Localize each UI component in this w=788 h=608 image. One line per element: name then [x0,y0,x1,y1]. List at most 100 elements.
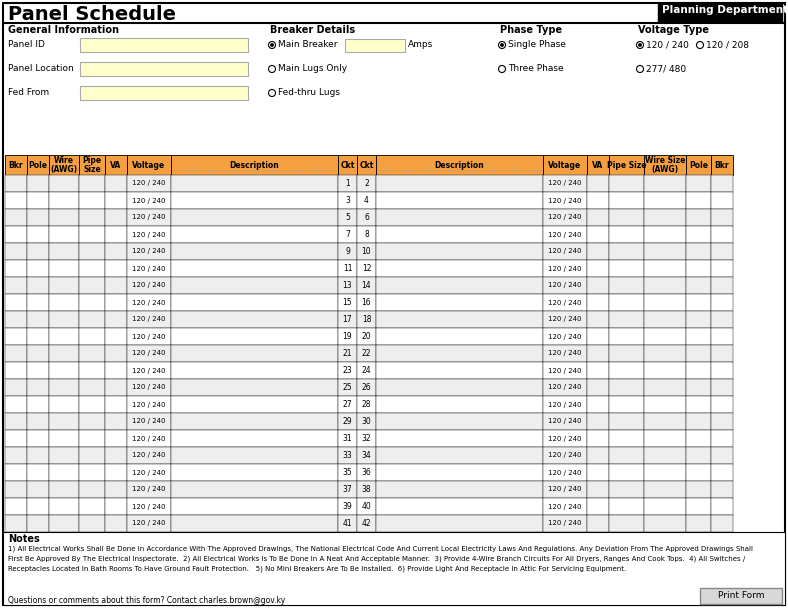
Text: 120 / 240: 120 / 240 [548,334,582,339]
Text: 37: 37 [343,485,352,494]
Bar [609,175,644,192]
Bar [171,413,338,430]
Text: 39: 39 [343,502,352,511]
Bar [644,345,686,362]
Bar [127,294,171,311]
Bar [587,155,609,175]
Bar [711,362,733,379]
Bar [686,226,711,243]
Bar [171,464,338,481]
Bar [686,396,711,413]
Bar [338,481,357,498]
Bar [105,464,127,481]
Bar [644,447,686,464]
Bar [79,447,105,464]
Text: 42: 42 [362,519,371,528]
Bar [376,243,543,260]
Bar [79,155,105,175]
Bar [543,498,587,515]
Text: Fed From: Fed From [8,88,49,97]
Bar [543,209,587,226]
Bar [171,209,338,226]
Bar [376,192,543,209]
Bar [338,430,357,447]
Text: 1) All Electrical Works Shall Be Done In Accordance With The Approved Drawings, : 1) All Electrical Works Shall Be Done In… [8,545,753,551]
Bar [105,277,127,294]
Bar [5,192,27,209]
Bar [171,155,338,175]
Bar [376,277,543,294]
Bar [711,430,733,447]
Bar [79,328,105,345]
Bar [5,155,27,175]
Bar [376,430,543,447]
Bar [5,328,27,345]
Bar [686,311,711,328]
Text: 120 / 240: 120 / 240 [132,283,165,289]
Text: 2: 2 [364,179,369,188]
Bar [127,277,171,294]
Bar [79,311,105,328]
Bar [105,447,127,464]
Bar [644,192,686,209]
Bar [644,362,686,379]
Bar [543,328,587,345]
Circle shape [638,43,641,47]
Bar [127,430,171,447]
Bar [5,345,27,362]
Text: VA: VA [110,161,121,170]
Bar [49,464,79,481]
Text: 33: 33 [343,451,352,460]
Bar [587,311,609,328]
Bar [609,294,644,311]
Bar [357,379,376,396]
Bar [5,430,27,447]
Text: General Information: General Information [8,25,119,35]
Bar [587,481,609,498]
Text: 120 / 240: 120 / 240 [548,520,582,527]
Bar [171,345,338,362]
Bar [171,498,338,515]
Bar [543,413,587,430]
Bar [644,260,686,277]
Bar [105,260,127,277]
Bar [609,277,644,294]
Text: Pipe Size: Pipe Size [607,161,646,170]
Bar [105,396,127,413]
Bar [127,396,171,413]
Bar [338,175,357,192]
Bar [609,260,644,277]
Bar [711,277,733,294]
Bar [609,413,644,430]
Bar [3,532,785,605]
Bar [376,328,543,345]
Bar [587,396,609,413]
Bar [711,294,733,311]
Bar [171,430,338,447]
Bar [127,260,171,277]
Bar [127,498,171,515]
Text: 120 / 240: 120 / 240 [548,300,582,305]
Text: 12: 12 [362,264,371,273]
Bar [338,311,357,328]
Bar [5,396,27,413]
Bar [543,345,587,362]
Text: 120 / 240: 120 / 240 [132,418,165,424]
Bar [79,175,105,192]
Bar [5,311,27,328]
Bar [587,430,609,447]
Bar [686,464,711,481]
Text: 120 / 240: 120 / 240 [132,181,165,187]
Bar [5,379,27,396]
Bar [27,464,49,481]
Bar [49,430,79,447]
Text: 120 / 240: 120 / 240 [548,486,582,492]
Bar [711,345,733,362]
Text: 120 / 240: 120 / 240 [548,215,582,221]
Bar [711,396,733,413]
Bar [587,515,609,532]
Bar [357,396,376,413]
Bar [27,155,49,175]
Bar [79,226,105,243]
Bar [711,413,733,430]
